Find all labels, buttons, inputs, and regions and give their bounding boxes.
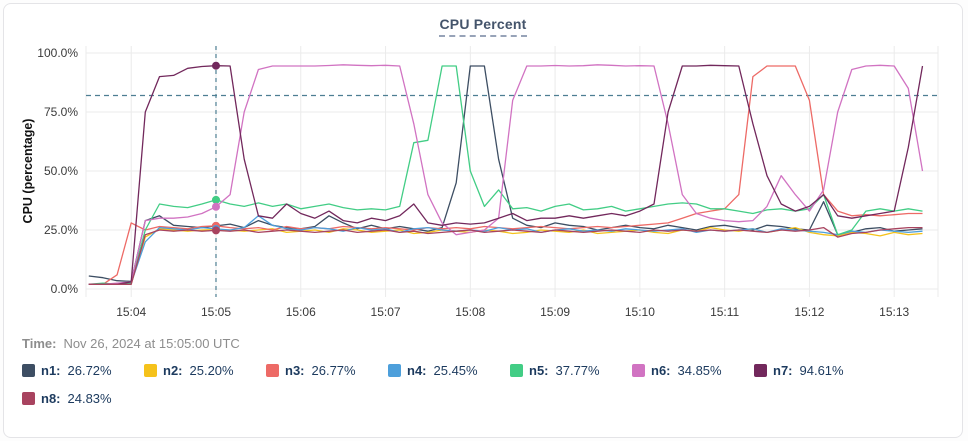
legend-series-value: 26.77% [311, 363, 356, 378]
y-tick-label: 75.0% [44, 105, 78, 119]
panel-header: CPU Percent [18, 16, 948, 42]
legend-item-n6[interactable]: n6: 34.85% [632, 363, 754, 378]
crosshair-dot-n5 [211, 195, 220, 204]
series-line-n7[interactable] [88, 64, 924, 285]
legend-item-n1[interactable]: n1: 26.72% [22, 363, 144, 378]
chart-legend: n1: 26.72% n2: 25.20% n3: 26.77% n4: 25.45% n5: 3… [22, 363, 948, 406]
y-tick-label: 50.0% [44, 164, 78, 178]
legend-series-name: n7: [773, 363, 793, 378]
y-tick-label: 0.0% [51, 282, 79, 296]
crosshair-dot-n6 [211, 202, 220, 211]
series-line-n1[interactable] [88, 65, 923, 283]
legend-series-value: 94.61% [799, 363, 844, 378]
legend-series-value: 26.72% [67, 363, 112, 378]
cpu-percent-panel: CPU Percent 100.0% 75.0% 50.0% 25.0% 0.0% 15:… [3, 3, 963, 438]
legend-swatch-n5 [510, 364, 523, 377]
legend-series-value: 34.85% [677, 363, 722, 378]
legend-swatch-n8 [22, 392, 35, 405]
cpu-chart[interactable]: 100.0% 75.0% 50.0% 25.0% 0.0% 15:04 15:05 15:06… [18, 44, 952, 322]
legend-series-name: n8: [41, 391, 61, 406]
legend-item-n7[interactable]: n7: 94.61% [754, 363, 876, 378]
x-tick-label: 15:04 [116, 305, 146, 319]
legend-series-name: n2: [163, 363, 183, 378]
legend-item-n8[interactable]: n8: 24.83% [22, 391, 144, 406]
x-tick-label: 15:06 [286, 305, 316, 319]
y-tick-label: 100.0% [37, 46, 78, 60]
x-tick-label: 15:08 [455, 305, 485, 319]
series-line-n2[interactable] [88, 226, 923, 285]
x-tick-label: 15:09 [540, 305, 570, 319]
legend-item-n3[interactable]: n3: 26.77% [266, 363, 388, 378]
legend-swatch-n3 [266, 364, 279, 377]
x-tick-label: 15:10 [625, 305, 655, 319]
legend-series-value: 24.83% [67, 391, 112, 406]
cursor-time-label: Time: [22, 336, 57, 351]
crosshair-dot-n7 [211, 61, 220, 70]
legend-swatch-n7 [754, 364, 767, 377]
cursor-time-value: Nov 26, 2024 at 15:05:00 UTC [63, 336, 240, 351]
legend-series-name: n3: [285, 363, 305, 378]
series-line-n8[interactable] [88, 226, 923, 285]
legend-series-name: n5: [529, 363, 549, 378]
x-tick-label: 15:13 [879, 305, 909, 319]
legend-swatch-n4 [388, 364, 401, 377]
legend-item-n5[interactable]: n5: 37.77% [510, 363, 632, 378]
series-line-n4[interactable] [88, 215, 923, 285]
x-tick-label: 15:11 [710, 305, 739, 319]
legend-series-value: 25.45% [433, 363, 478, 378]
x-tick-label: 15:05 [201, 305, 231, 319]
y-tick-label: 25.0% [44, 223, 78, 237]
crosshair-dot-n8 [211, 226, 220, 235]
x-tick-label: 15:07 [371, 305, 401, 319]
series-line-n3[interactable] [88, 65, 923, 285]
legend-series-value: 37.77% [555, 363, 600, 378]
legend-swatch-n6 [632, 364, 645, 377]
legend-item-n4[interactable]: n4: 25.45% [388, 363, 510, 378]
series-line-n5[interactable] [88, 65, 923, 285]
x-tick-label: 15:12 [794, 305, 824, 319]
y-axis-title: CPU (percentage) [21, 119, 35, 224]
legend-series-name: n6: [651, 363, 671, 378]
chart-title[interactable]: CPU Percent [439, 16, 527, 37]
series-line-n6[interactable] [88, 64, 924, 285]
legend-item-n2[interactable]: n2: 25.20% [144, 363, 266, 378]
legend-series-value: 25.20% [189, 363, 234, 378]
legend-swatch-n2 [144, 364, 157, 377]
cursor-time-row: Time: Nov 26, 2024 at 15:05:00 UTC [22, 336, 948, 351]
legend-series-name: n4: [407, 363, 427, 378]
legend-series-name: n1: [41, 363, 61, 378]
legend-swatch-n1 [22, 364, 35, 377]
